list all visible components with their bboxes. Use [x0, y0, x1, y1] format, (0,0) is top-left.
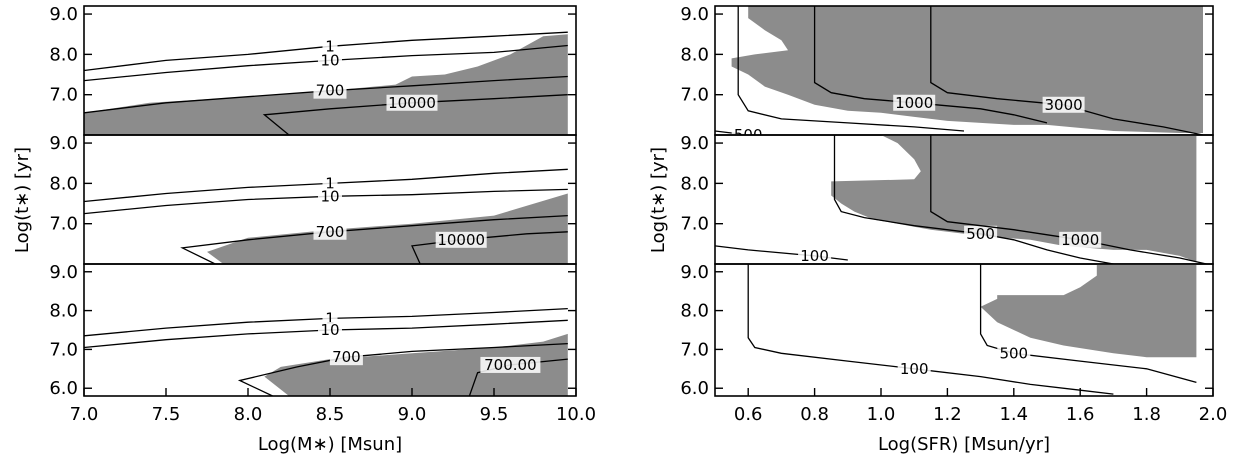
contour-label: 10000: [437, 231, 485, 249]
x-tick-label: 8.0: [234, 404, 263, 425]
contour-label: 3000: [1045, 96, 1083, 114]
x-tick-label: 1.4: [999, 404, 1028, 425]
x-tick-label: 0.6: [734, 404, 763, 425]
shaded-region: [831, 135, 1197, 262]
contour-line-4: [930, 6, 1204, 135]
y-tick-label: 8.0: [49, 173, 78, 194]
contour-line-2: [833, 135, 1114, 264]
y-tick-label: 8.0: [680, 44, 709, 65]
shaded-region: [980, 264, 1197, 358]
y-tick-label: 7.0: [680, 85, 709, 106]
x-axis-label: Log(SFR) [Msun/yr]: [878, 434, 1050, 455]
x-tick-label: 9.5: [480, 404, 509, 425]
y-tick-label: 8.0: [49, 44, 78, 65]
panel-2: 100 500 1000 9.0 8.0 7.0: [680, 133, 1214, 265]
y-tick-label: 7.0: [680, 214, 709, 235]
contour-label: 700: [316, 223, 345, 241]
contour-label: 1: [325, 37, 335, 55]
shaded-region: [207, 193, 568, 264]
contour-label: 100: [900, 360, 929, 378]
contour-line-3: [930, 135, 1207, 264]
y-tick-label: 7.0: [49, 85, 78, 106]
x-tick-label: 7.0: [70, 404, 99, 425]
shaded-region: [731, 6, 1203, 133]
y-tick-label: 8.0: [680, 173, 709, 194]
panel-3: 110 700 700.00 9.0 8.0 7.0 6.0: [49, 262, 577, 399]
y-tick-label: 7.0: [680, 339, 709, 360]
y-tick-label: 9.0: [680, 262, 709, 283]
contour-label: 10: [320, 321, 339, 339]
panel-1: 500 1000 3000 9.0 8.0 7.0: [680, 4, 1214, 144]
x-tick-label: 1.0: [867, 404, 896, 425]
contour-label: 500: [734, 126, 763, 144]
y-axis-label: Log(t∗) [yr]: [648, 147, 669, 253]
contour-label: 10000: [388, 94, 436, 112]
contour-label: 10: [320, 187, 339, 205]
contour-label: 1000: [895, 94, 933, 112]
y-tick-label: 8.0: [680, 301, 709, 322]
x-tick-label: 8.5: [316, 404, 345, 425]
x-tick-label: 1.6: [1066, 404, 1095, 425]
x-tick-label: 7.5: [152, 404, 181, 425]
y-tick-label: 9.0: [49, 262, 78, 283]
contour-label: 700.00: [484, 356, 537, 374]
y-tick-label: 6.0: [49, 378, 78, 399]
x-tick-label: 10.0: [556, 404, 596, 425]
x-tick-label: 0.8: [800, 404, 829, 425]
y-tick-label: 8.0: [49, 301, 78, 322]
x-tick-label: 1.8: [1132, 404, 1161, 425]
contour-label: 10: [320, 51, 339, 69]
x-tick-label: 2.0: [1199, 404, 1228, 425]
y-axis-label: Log(t∗) [yr]: [12, 147, 33, 253]
contour-label: 500: [966, 225, 995, 243]
y-tick-label: 9.0: [49, 4, 78, 25]
y-tick-label: 7.0: [49, 339, 78, 360]
contour-line-1: [747, 264, 1114, 395]
panel-2: 110 700 10000 9.0 8.0 7.0: [49, 133, 577, 265]
x-axis-label: Log(M∗) [Msun]: [258, 434, 402, 455]
y-tick-label: 9.0: [680, 4, 709, 25]
y-tick-label: 9.0: [680, 133, 709, 154]
contour-label: 1: [325, 174, 335, 192]
contour-label: 500: [999, 344, 1028, 362]
contour-label: 1: [325, 309, 335, 327]
y-tick-label: 9.0: [49, 133, 78, 154]
contour-label: 1000: [1061, 231, 1099, 249]
contour-label: 700: [316, 82, 345, 100]
y-tick-label: 6.0: [680, 378, 709, 399]
contour-line-3: [813, 6, 1048, 124]
panel-frame: [714, 263, 1214, 397]
panel-1: 110 700 10000 9.0 8.0 7.0: [49, 4, 577, 136]
contour-line-1: [737, 6, 965, 132]
shaded-region: [264, 333, 568, 396]
contour-line-1: [715, 245, 848, 261]
shaded-region: [84, 34, 568, 135]
y-tick-label: 7.0: [49, 214, 78, 235]
x-tick-label: 1.2: [933, 404, 962, 425]
x-tick-label: 9.0: [398, 404, 427, 425]
panel-3: 100 500 9.0 8.0 7.0 6.0: [680, 262, 1214, 399]
contour-label: 700: [332, 348, 361, 366]
contour-line-4: [262, 94, 568, 135]
contour-label: 100: [800, 247, 829, 265]
